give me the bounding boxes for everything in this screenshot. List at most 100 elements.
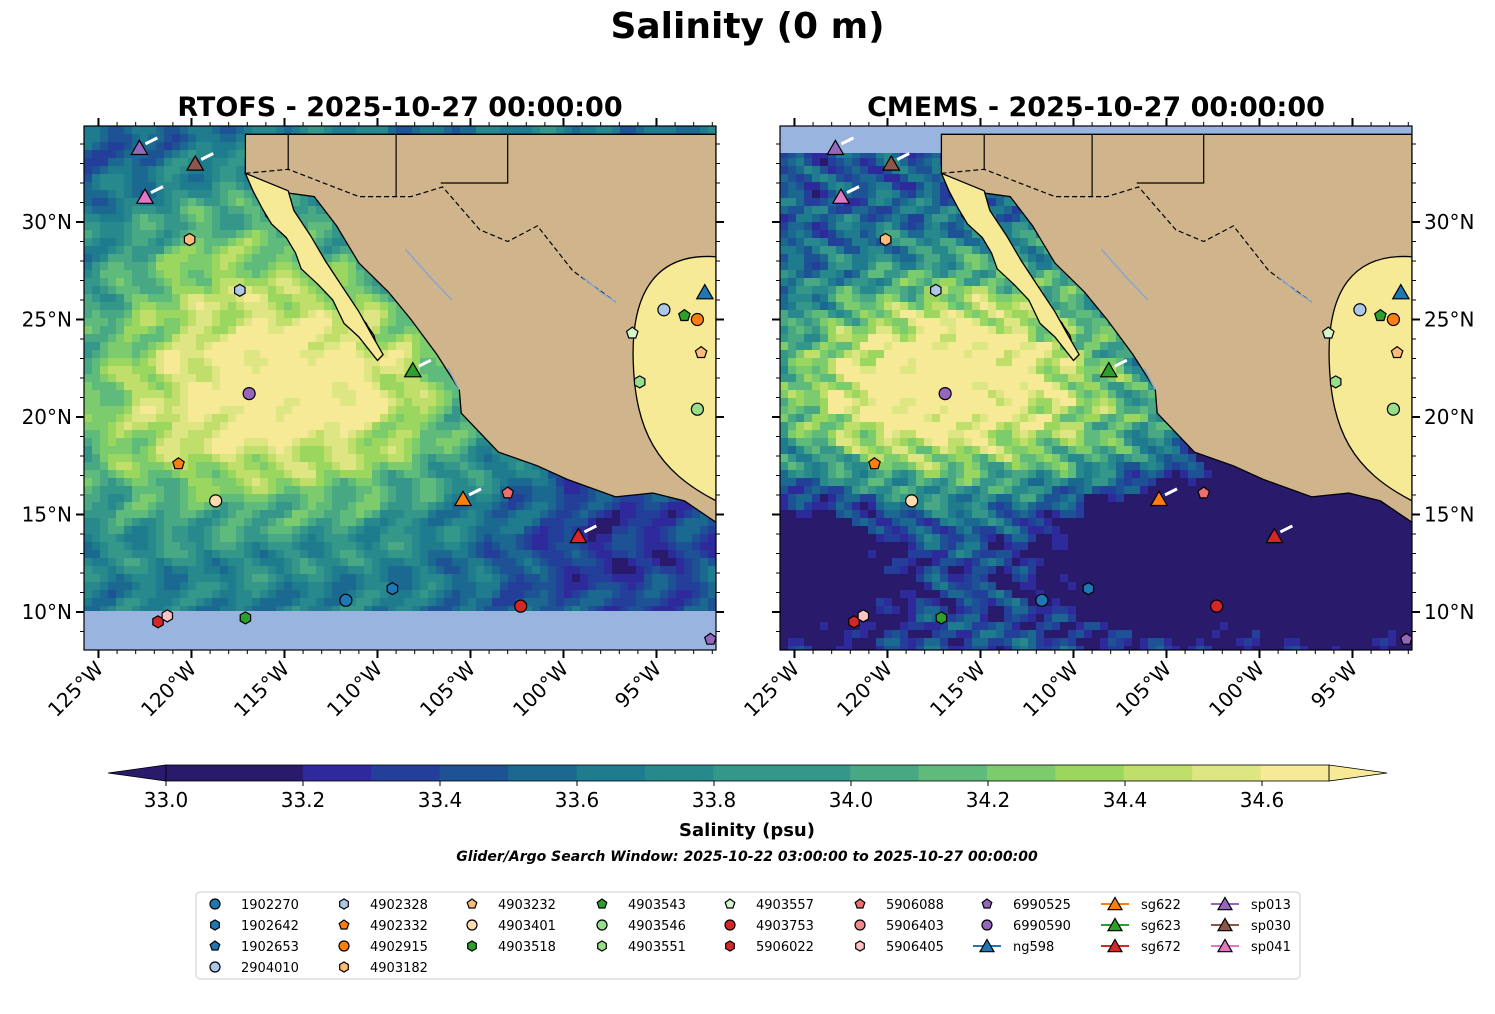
salinity-cell	[236, 462, 245, 471]
salinity-cell	[204, 414, 213, 423]
salinity-cell	[332, 270, 341, 279]
salinity-cell	[124, 502, 133, 511]
salinity-cell	[412, 486, 421, 495]
salinity-cell	[100, 414, 109, 423]
salinity-cell	[684, 574, 693, 583]
rtofs-map-area[interactable]	[70, 126, 716, 655]
salinity-cell	[124, 462, 133, 471]
salinity-cell	[444, 126, 453, 135]
salinity-cell	[380, 318, 389, 327]
salinity-cell	[124, 510, 133, 519]
salinity-cell	[180, 374, 189, 383]
salinity-cell	[292, 270, 301, 279]
salinity-cell	[412, 358, 421, 367]
salinity-cell	[124, 142, 133, 151]
salinity-cell	[612, 550, 621, 559]
salinity-cell	[348, 470, 357, 479]
salinity-cell	[268, 566, 277, 575]
salinity-cell	[348, 558, 357, 567]
salinity-cell	[580, 590, 589, 599]
salinity-cell	[164, 558, 173, 567]
salinity-cell	[92, 246, 101, 255]
salinity-cell	[340, 326, 349, 335]
salinity-cell	[604, 574, 613, 583]
salinity-cell	[668, 550, 677, 559]
salinity-cell	[500, 582, 509, 591]
salinity-cell	[268, 510, 277, 519]
salinity-cell	[244, 446, 253, 455]
salinity-cell	[196, 230, 205, 239]
salinity-cell	[140, 342, 149, 351]
salinity-cell	[292, 550, 301, 559]
salinity-cell	[236, 334, 245, 343]
salinity-cell	[476, 494, 485, 503]
salinity-cell	[108, 494, 117, 503]
salinity-cell	[116, 126, 125, 135]
salinity-cell	[172, 382, 181, 391]
salinity-cell	[324, 366, 333, 375]
salinity-cell	[220, 478, 229, 487]
salinity-cell	[252, 270, 261, 279]
salinity-cell	[644, 550, 653, 559]
salinity-cell	[572, 582, 581, 591]
salinity-cell	[604, 502, 613, 511]
salinity-cell	[652, 574, 661, 583]
salinity-cell	[692, 582, 701, 591]
salinity-cell	[308, 230, 317, 239]
salinity-cell	[652, 542, 661, 551]
salinity-cell	[324, 342, 333, 351]
salinity-cell	[108, 206, 117, 215]
salinity-cell	[292, 470, 301, 479]
salinity-cell	[668, 542, 677, 551]
salinity-cell	[660, 526, 669, 535]
salinity-cell	[108, 150, 117, 159]
salinity-cell	[156, 182, 165, 191]
salinity-cell	[548, 606, 557, 615]
salinity-cell	[420, 342, 429, 351]
salinity-cell	[212, 230, 221, 239]
salinity-cell	[140, 494, 149, 503]
salinity-cell	[276, 550, 285, 559]
salinity-cell	[412, 350, 421, 359]
salinity-cell	[116, 494, 125, 503]
salinity-cell	[228, 454, 237, 463]
salinity-cell	[236, 142, 245, 151]
salinity-cell	[164, 318, 173, 327]
salinity-cell	[380, 398, 389, 407]
salinity-cell	[132, 350, 141, 359]
salinity-cell	[220, 126, 229, 135]
salinity-cell	[684, 550, 693, 559]
salinity-cell	[308, 414, 317, 423]
salinity-cell	[196, 374, 205, 383]
salinity-cell	[156, 206, 165, 215]
salinity-cell	[612, 542, 621, 551]
salinity-cell	[156, 590, 165, 599]
salinity-cell	[108, 302, 117, 311]
salinity-cell	[116, 214, 125, 223]
salinity-cell	[324, 566, 333, 575]
salinity-cell	[140, 350, 149, 359]
salinity-cell	[188, 478, 197, 487]
salinity-cell	[332, 230, 341, 239]
salinity-cell	[380, 438, 389, 447]
salinity-cell	[260, 534, 269, 543]
salinity-cell	[644, 526, 653, 535]
salinity-cell	[212, 294, 221, 303]
salinity-cell	[620, 590, 629, 599]
salinity-cell	[108, 214, 117, 223]
salinity-cell	[412, 582, 421, 591]
salinity-cell	[244, 558, 253, 567]
salinity-cell	[244, 590, 253, 599]
salinity-cell	[340, 494, 349, 503]
rtofs-map-panel[interactable]: RTOFS - 2025-10-27 00:00:00 125°W 120°W 11…	[22, 92, 724, 722]
salinity-cell	[268, 558, 277, 567]
salinity-cell	[348, 462, 357, 471]
salinity-cell	[340, 262, 349, 271]
salinity-cell	[300, 574, 309, 583]
salinity-cell	[204, 590, 213, 599]
salinity-cell	[180, 190, 189, 199]
salinity-cell	[628, 606, 637, 615]
salinity-cell	[428, 566, 437, 575]
salinity-cell	[100, 190, 109, 199]
salinity-cell	[348, 574, 357, 583]
